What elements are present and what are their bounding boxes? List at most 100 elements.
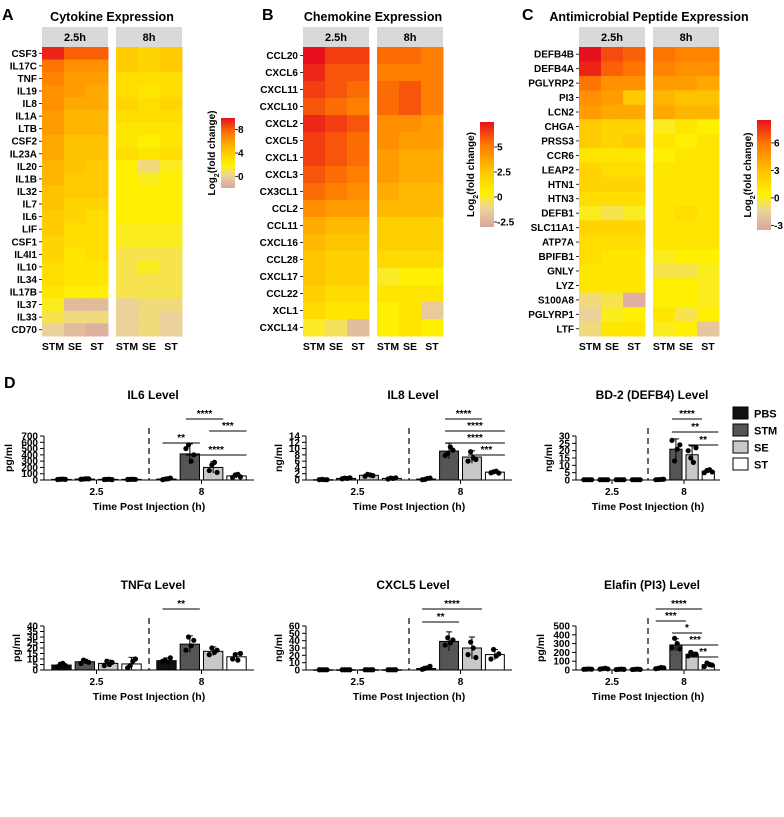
heat-cell	[86, 147, 109, 161]
row-label: XCL1	[272, 306, 298, 317]
heat-cell	[86, 122, 109, 136]
row-label: CXCL14	[260, 323, 299, 334]
heat-cell	[601, 148, 624, 164]
x-axis-label: Time Post Injection (h)	[93, 691, 205, 703]
heat-cell	[623, 205, 646, 221]
heat-cell	[399, 149, 422, 167]
y-axis-label: ng/ml	[273, 634, 285, 662]
y-tick-label: 10	[559, 461, 571, 472]
colorbar-label: Log2(fold change)	[466, 132, 480, 217]
heat-cell	[675, 220, 698, 236]
row-label: IL23A	[10, 149, 37, 160]
data-point	[605, 666, 611, 672]
heat-cell	[303, 251, 326, 269]
heat-cell	[160, 235, 183, 249]
y-axis-label: pg/ml	[11, 634, 23, 662]
heat-cell	[64, 260, 87, 274]
colorbar	[757, 120, 771, 230]
heat-cell	[399, 200, 422, 218]
significance-label: ****	[467, 421, 483, 432]
bar-chart-title: Elafin (PI3) Level	[604, 578, 700, 592]
data-point	[237, 474, 244, 480]
significance-label: ****	[444, 599, 460, 610]
heat-cell	[653, 292, 676, 308]
heat-cell	[86, 97, 109, 111]
heat-cell	[86, 273, 109, 287]
row-label: IL6	[23, 212, 38, 223]
column-label: SE	[68, 341, 82, 353]
heat-cell	[160, 197, 183, 211]
heat-cell	[579, 177, 602, 192]
heat-cell	[116, 197, 139, 211]
row-label: CXCL17	[260, 272, 299, 283]
heat-cell	[675, 61, 698, 77]
bar-chart-title: IL6 Level	[127, 388, 178, 402]
heat-cell	[347, 217, 370, 235]
heat-cell	[675, 191, 698, 207]
y-tick-label: 0	[564, 666, 570, 677]
data-point	[496, 470, 502, 476]
colorbar-label-log: Log	[466, 199, 477, 217]
heat-cell	[579, 321, 602, 337]
y-tick-label: 2	[294, 469, 300, 480]
colorbar-label-log: Log	[743, 199, 754, 217]
heat-cell	[64, 197, 87, 211]
heat-cell	[138, 134, 161, 149]
heat-cell	[675, 321, 698, 337]
heat-cell	[138, 160, 161, 174]
colorbar-tick-label: 0	[774, 193, 780, 204]
data-point	[688, 455, 694, 461]
heat-cell	[675, 104, 698, 120]
y-axis-label: pg/ml	[535, 634, 547, 662]
row-label: LYZ	[556, 281, 574, 292]
row-label: CCR6	[547, 151, 575, 162]
row-label: CXCL11	[260, 85, 298, 96]
heat-cell	[623, 148, 646, 164]
data-point	[468, 449, 474, 455]
heat-cell	[421, 81, 444, 99]
heat-cell	[697, 177, 720, 192]
x-tick-label: 8	[681, 487, 687, 498]
heat-cell	[579, 162, 602, 178]
heat-cell	[86, 160, 109, 174]
colorbar-tick-label: 6	[774, 138, 780, 149]
data-point	[324, 477, 330, 483]
y-axis-label: ng/ml	[273, 444, 285, 472]
heat-cell	[421, 115, 444, 133]
row-label: CSF1	[11, 237, 37, 248]
y-tick-label: 500	[553, 622, 570, 633]
heat-cell	[325, 251, 348, 269]
y-tick-label: 35	[27, 627, 39, 638]
heat-cell	[86, 134, 109, 149]
y-axis-label: ng/ml	[543, 444, 555, 472]
heat-cell	[86, 72, 109, 86]
heat-cell	[160, 122, 183, 136]
y-tick-label: 600	[21, 438, 38, 449]
row-label: HTN3	[548, 194, 575, 205]
heat-cell	[579, 104, 602, 120]
heat-cell	[86, 285, 109, 299]
heat-cell	[697, 104, 720, 120]
colorbar-tick-label: 5	[497, 143, 503, 154]
y-tick-label: 30	[559, 432, 571, 443]
heat-cell	[421, 98, 444, 116]
heat-cell	[86, 172, 109, 186]
heat-cell	[116, 185, 139, 199]
heat-cell	[116, 109, 139, 123]
heat-cell	[399, 285, 422, 303]
heat-cell	[160, 185, 183, 199]
column-label: SE	[142, 341, 156, 353]
data-point	[589, 477, 595, 483]
panel-letter-a: A	[2, 7, 14, 24]
heat-cell	[653, 234, 676, 250]
heat-cell	[623, 249, 646, 265]
significance-label: ****	[467, 433, 483, 444]
row-label: CXCL2	[265, 119, 298, 130]
heat-cell	[421, 183, 444, 201]
data-point	[62, 663, 68, 669]
heat-cell	[116, 310, 139, 324]
group-header-box	[579, 27, 645, 47]
column-label: STM	[303, 341, 325, 353]
heat-cell	[42, 185, 65, 199]
heat-cell	[64, 222, 87, 236]
